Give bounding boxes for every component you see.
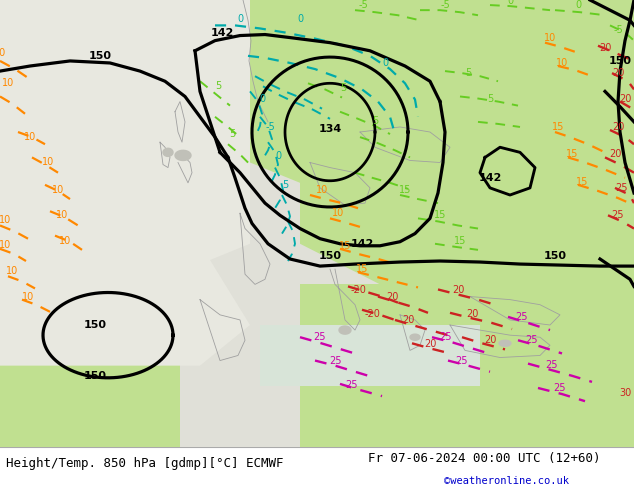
- Text: 0: 0: [275, 151, 281, 161]
- Text: -5: -5: [358, 0, 368, 10]
- Text: 10: 10: [2, 78, 14, 88]
- Text: 15: 15: [576, 177, 588, 187]
- Polygon shape: [0, 244, 250, 366]
- Text: 10: 10: [22, 292, 34, 302]
- Text: 25: 25: [515, 312, 528, 322]
- Text: 5: 5: [340, 83, 346, 94]
- Text: 25: 25: [616, 183, 628, 193]
- Text: 5: 5: [465, 68, 471, 78]
- Text: 20: 20: [598, 43, 611, 53]
- Polygon shape: [200, 0, 634, 244]
- Text: 25: 25: [553, 383, 566, 393]
- Polygon shape: [339, 326, 351, 334]
- Text: 0: 0: [259, 94, 265, 103]
- Text: 142: 142: [478, 173, 501, 183]
- Text: -5: -5: [265, 122, 275, 132]
- Text: 20: 20: [484, 335, 496, 345]
- Text: 25: 25: [439, 332, 451, 342]
- Text: 20: 20: [612, 122, 624, 132]
- Text: -20: -20: [364, 309, 380, 319]
- Text: Fr 07-06-2024 00:00 UTC (12+60): Fr 07-06-2024 00:00 UTC (12+60): [368, 452, 600, 466]
- Text: 10: 10: [544, 33, 556, 43]
- Text: 15: 15: [566, 149, 578, 159]
- Text: 5: 5: [487, 94, 493, 103]
- Polygon shape: [500, 0, 634, 447]
- Text: 150: 150: [543, 251, 567, 261]
- Text: 20: 20: [466, 309, 478, 319]
- Text: 5: 5: [282, 180, 288, 190]
- Text: 20: 20: [612, 68, 624, 78]
- Text: 25: 25: [329, 356, 341, 366]
- Text: 150: 150: [84, 371, 107, 381]
- Text: 150: 150: [89, 51, 112, 61]
- Text: 10: 10: [556, 58, 568, 68]
- Text: 0: 0: [382, 58, 388, 68]
- Text: 10: 10: [0, 240, 11, 250]
- Text: 0: 0: [575, 0, 581, 10]
- Text: 5: 5: [372, 116, 378, 126]
- Text: 20: 20: [609, 149, 621, 159]
- Text: 20: 20: [452, 285, 464, 294]
- Text: -20: -20: [350, 285, 366, 294]
- Polygon shape: [0, 315, 180, 447]
- Text: 10: 10: [0, 48, 6, 58]
- Text: -5: -5: [440, 0, 450, 10]
- Text: 25: 25: [346, 380, 358, 390]
- Text: 5: 5: [215, 81, 221, 91]
- Text: 20: 20: [386, 292, 398, 302]
- Text: 142: 142: [210, 27, 234, 38]
- Polygon shape: [0, 0, 634, 447]
- Text: 10: 10: [24, 132, 36, 142]
- Text: 25: 25: [612, 210, 624, 221]
- Text: 15: 15: [454, 236, 466, 246]
- Text: 15: 15: [339, 241, 351, 251]
- Text: 0: 0: [297, 14, 303, 24]
- Text: 150: 150: [609, 56, 631, 66]
- Text: ©weatheronline.co.uk: ©weatheronline.co.uk: [444, 475, 569, 486]
- Polygon shape: [163, 148, 173, 156]
- Text: 150: 150: [84, 320, 107, 330]
- Text: -5: -5: [613, 24, 623, 34]
- Text: Height/Temp. 850 hPa [gdmp][°C] ECMWF: Height/Temp. 850 hPa [gdmp][°C] ECMWF: [6, 457, 284, 470]
- Text: 30: 30: [619, 388, 631, 398]
- Text: 10: 10: [332, 208, 344, 219]
- Polygon shape: [260, 325, 480, 386]
- Text: 0: 0: [507, 0, 513, 6]
- Polygon shape: [300, 284, 634, 447]
- Text: 20: 20: [619, 94, 631, 103]
- Polygon shape: [410, 334, 420, 340]
- Text: 15: 15: [356, 264, 368, 274]
- Text: 15: 15: [434, 210, 446, 221]
- Polygon shape: [0, 0, 250, 284]
- Text: 15: 15: [399, 185, 411, 195]
- Text: 142: 142: [351, 239, 373, 249]
- Text: 150: 150: [318, 251, 342, 261]
- Text: 20: 20: [402, 315, 414, 325]
- Text: 25: 25: [314, 332, 327, 342]
- Text: 20: 20: [424, 340, 436, 349]
- Text: 10: 10: [0, 216, 11, 225]
- Text: 10: 10: [52, 185, 64, 195]
- Polygon shape: [499, 340, 511, 346]
- Polygon shape: [175, 150, 191, 160]
- Text: 25: 25: [456, 356, 469, 366]
- Text: 10: 10: [56, 210, 68, 221]
- Text: 134: 134: [318, 124, 342, 134]
- Text: 25: 25: [546, 360, 559, 369]
- Text: 10: 10: [316, 185, 328, 195]
- Text: 10: 10: [42, 156, 54, 167]
- Text: 10: 10: [6, 266, 18, 276]
- Text: 15: 15: [552, 122, 564, 132]
- Text: 5: 5: [229, 129, 235, 139]
- Text: 10: 10: [59, 236, 71, 246]
- Text: 25: 25: [526, 335, 538, 345]
- Text: 0: 0: [237, 14, 243, 24]
- Polygon shape: [300, 142, 634, 315]
